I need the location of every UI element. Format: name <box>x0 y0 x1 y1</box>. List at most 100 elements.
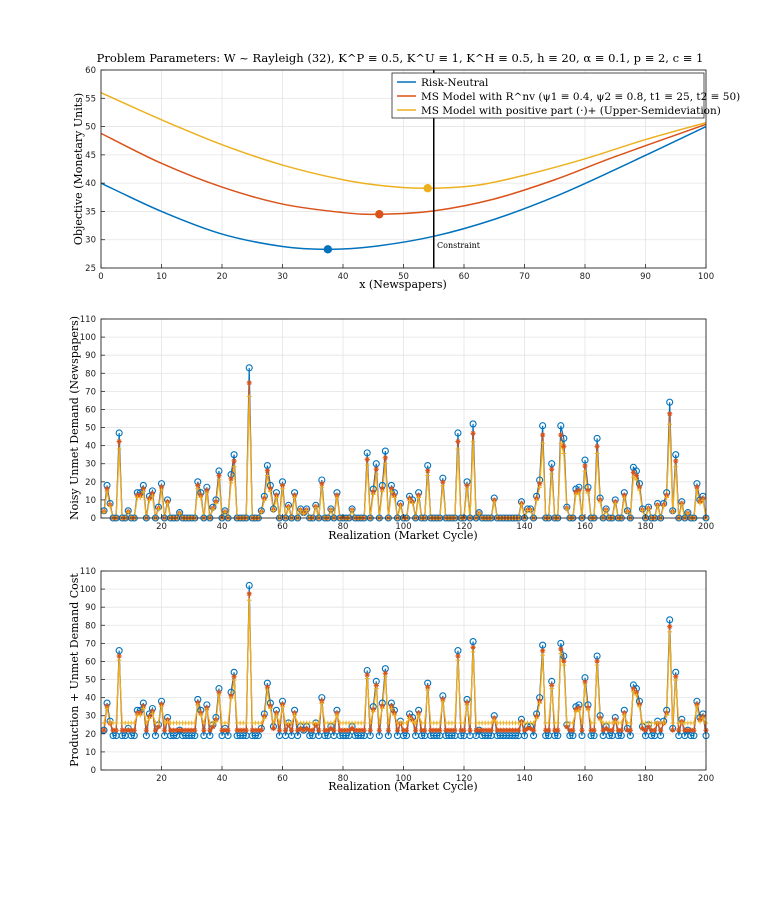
msr-marker <box>252 727 258 733</box>
msr-marker <box>570 727 576 733</box>
msr-marker <box>186 727 192 733</box>
msr-marker <box>258 727 264 733</box>
msp-marker <box>389 489 394 495</box>
msr-marker <box>231 674 237 680</box>
legend-box <box>391 72 705 119</box>
msr-marker <box>470 644 476 650</box>
msr-marker <box>270 725 277 732</box>
msp-marker <box>301 511 307 517</box>
x-axis-label: Realization (Market Cycle) <box>328 780 477 793</box>
msp-marker <box>385 720 391 726</box>
msp-marker <box>673 677 679 683</box>
msp-marker <box>198 712 204 718</box>
rn-marker <box>245 581 253 590</box>
legend-label-msr: MS Model with R^nv (ψ1 ≡ 0.4, ψ2 ≡ 0.8, … <box>421 91 740 103</box>
msp-marker <box>655 503 660 509</box>
msr-marker <box>422 727 428 733</box>
legend-label-rn: Risk-Neutral <box>421 77 489 89</box>
msp-marker <box>140 489 146 495</box>
msp-marker <box>156 506 161 512</box>
y-axis-label: Noisy Unmet Demand (Newspapers) <box>68 316 81 520</box>
msp-marker <box>491 717 497 723</box>
msp-marker <box>210 506 216 512</box>
msr-marker <box>101 727 107 733</box>
x-tick-label: 180 <box>637 522 653 532</box>
msr-marker <box>527 725 534 732</box>
msp-marker <box>579 720 585 726</box>
x-tick-label: 160 <box>577 522 593 532</box>
msp-marker <box>280 486 285 492</box>
msr-marker <box>158 701 165 707</box>
msp-marker <box>697 719 703 725</box>
msp-marker <box>594 451 600 456</box>
msp-marker <box>392 712 397 718</box>
msp-marker <box>694 704 700 710</box>
msr-marker <box>648 727 655 733</box>
msr-marker <box>512 727 519 733</box>
msr-marker <box>288 727 295 733</box>
msr-marker <box>373 682 379 688</box>
msp-marker <box>101 509 107 515</box>
msp-marker <box>549 686 555 691</box>
msr-marker <box>458 727 464 733</box>
rn-marker <box>581 456 589 464</box>
rn-marker <box>557 422 565 430</box>
msr-marker <box>358 727 364 733</box>
msr-marker <box>264 468 270 474</box>
msp-marker <box>373 471 379 477</box>
msr-marker <box>319 698 325 704</box>
msr-marker <box>279 482 286 489</box>
msr-marker <box>503 727 509 733</box>
msr-marker <box>549 466 555 472</box>
msp-marker <box>540 652 546 658</box>
rn-marker <box>363 449 371 457</box>
msp-marker <box>349 508 355 514</box>
msr-marker <box>606 727 612 733</box>
msp-marker <box>162 720 167 726</box>
msr-marker <box>125 727 131 733</box>
chart-title: Problem Parameters: W ~ Rayleigh (32), K… <box>97 51 704 65</box>
msp-marker <box>597 717 603 723</box>
msr-marker <box>591 727 597 733</box>
msp-marker <box>246 597 252 603</box>
msr-marker <box>694 484 700 490</box>
msp-marker <box>289 720 294 726</box>
msr-marker <box>667 411 673 417</box>
y-tick-label: 0 <box>91 514 96 524</box>
msr-marker <box>122 727 128 733</box>
y-tick-label: 35 <box>85 207 96 217</box>
msp-marker <box>316 720 322 726</box>
msp-marker <box>558 651 564 656</box>
msr-marker <box>464 700 470 706</box>
x-tick-label: 80 <box>338 522 349 532</box>
msp-marker <box>585 707 591 713</box>
msp-marker <box>621 712 627 718</box>
y-tick-label: 60 <box>85 657 96 667</box>
msr-marker <box>440 479 446 485</box>
msp-marker <box>467 720 473 726</box>
msr-marker <box>609 727 615 733</box>
msp-marker <box>143 720 149 726</box>
msr-marker <box>343 727 349 733</box>
rn-marker <box>230 451 238 459</box>
msp-marker <box>440 483 446 489</box>
msp-marker <box>147 716 152 721</box>
msr-marker <box>246 591 252 597</box>
msr-marker <box>624 727 630 733</box>
msp-marker <box>376 720 382 726</box>
msr-marker <box>225 727 231 733</box>
y-tick-label: 80 <box>85 621 96 631</box>
msp-marker <box>519 502 524 508</box>
msr-marker <box>349 725 355 732</box>
rn-marker <box>469 420 477 428</box>
msp-marker <box>561 451 567 456</box>
msr-marker <box>685 727 691 733</box>
msp-marker <box>624 509 630 515</box>
y-tick-label: 90 <box>85 351 96 361</box>
msp-marker <box>379 706 385 711</box>
x-tick-label: 80 <box>338 774 349 784</box>
msp-marker <box>470 439 476 445</box>
msr-marker <box>340 727 346 733</box>
y-axis-label: Production + Unmet Demand Cost <box>68 573 81 767</box>
